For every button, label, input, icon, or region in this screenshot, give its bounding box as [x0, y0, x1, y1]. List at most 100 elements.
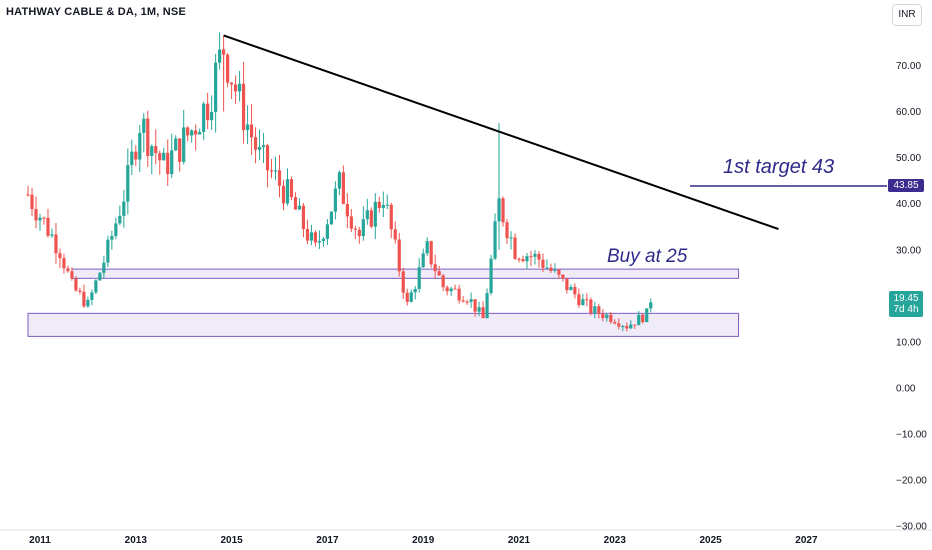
- zones: [27, 268, 740, 337]
- price-tick-label: 30.00: [896, 245, 921, 256]
- candle-body: [641, 314, 645, 323]
- target-annotation[interactable]: 1st target 43: [723, 156, 835, 178]
- candle-body: [633, 324, 637, 326]
- candle-body: [46, 217, 50, 236]
- candle-body: [130, 151, 134, 166]
- candle-body: [357, 229, 361, 237]
- candle-body: [445, 287, 449, 292]
- candle-body: [485, 293, 489, 319]
- candle-body: [134, 151, 138, 160]
- candle-body: [645, 308, 649, 323]
- candle-body: [341, 172, 345, 204]
- candle-body: [249, 124, 254, 138]
- candle-body: [533, 253, 537, 257]
- candle-body: [194, 130, 198, 135]
- candle-body: [509, 237, 513, 239]
- candle-body: [102, 262, 106, 273]
- candle-body: [597, 306, 601, 314]
- candle-body: [625, 326, 629, 329]
- candle-body: [86, 299, 90, 307]
- candle-body: [577, 294, 581, 306]
- candle-body: [42, 217, 46, 219]
- time-tick-label: 2017: [316, 535, 339, 546]
- candle-body: [78, 290, 82, 292]
- candle-body: [549, 267, 553, 271]
- candle-body: [277, 170, 282, 186]
- candle-body: [174, 138, 178, 151]
- candle-body: [429, 241, 433, 265]
- candle-body: [154, 146, 158, 154]
- candle-body: [421, 253, 425, 268]
- candle-body: [214, 62, 218, 113]
- candle-body: [317, 240, 322, 243]
- price-tick-label: −30.00: [896, 522, 927, 533]
- candle-body: [649, 302, 653, 309]
- candle-body: [94, 280, 98, 293]
- candle-body: [573, 286, 577, 295]
- candle-body: [469, 299, 473, 302]
- candle-body: [54, 234, 58, 254]
- candle-body: [561, 274, 565, 279]
- candle-body: [106, 239, 110, 263]
- candle-body: [541, 259, 545, 268]
- candle-body: [601, 313, 605, 319]
- candle-body: [233, 84, 238, 92]
- candle-body: [226, 54, 230, 83]
- candle-body: [142, 118, 146, 133]
- candle-body: [385, 204, 389, 206]
- candle-body: [202, 103, 206, 132]
- candle-body: [613, 321, 617, 324]
- candle-body: [465, 301, 469, 303]
- candle-body: [629, 324, 633, 329]
- candle-body: [50, 234, 54, 236]
- candle-body: [265, 145, 270, 171]
- price-tick-label: 40.00: [896, 199, 921, 210]
- candle-body: [605, 314, 609, 319]
- candle-body: [261, 145, 266, 148]
- buy-annotation[interactable]: Buy at 25: [607, 246, 688, 267]
- candle-body: [377, 201, 381, 209]
- candle-body: [66, 268, 70, 272]
- candle-body: [453, 288, 457, 290]
- candle-body: [110, 236, 114, 240]
- chart-title: HATHWAY CABLE & DA, 1M, NSE: [6, 6, 186, 18]
- candle-body: [122, 201, 126, 216]
- candle-body: [517, 258, 521, 260]
- candle-body: [361, 219, 365, 237]
- candle-body: [218, 49, 222, 63]
- candles: [26, 32, 653, 332]
- candle-body: [425, 241, 429, 254]
- candle-body: [305, 228, 310, 241]
- candle-body: [114, 223, 118, 237]
- candle-body: [293, 197, 298, 210]
- candle-body: [186, 127, 190, 136]
- candle-body: [373, 201, 377, 227]
- candle-body: [565, 278, 569, 291]
- candle-body: [441, 275, 445, 288]
- candle-body: [325, 224, 329, 239]
- candle-body: [138, 132, 142, 160]
- price-tick-label: 70.00: [896, 61, 921, 72]
- candle-body: [118, 215, 122, 224]
- buy-zone: [71, 268, 740, 279]
- candle-body: [505, 222, 509, 239]
- candle-body: [70, 271, 74, 279]
- trendline: [223, 34, 779, 230]
- candle-body: [166, 152, 170, 175]
- time-tick-label: 2021: [508, 535, 531, 546]
- candle-body: [521, 259, 525, 262]
- candle-body: [198, 131, 202, 135]
- candle-body: [637, 314, 641, 326]
- candle-body: [349, 216, 353, 229]
- time-tick-label: 2015: [220, 535, 243, 546]
- candle-body: [34, 209, 38, 221]
- candle-body: [162, 152, 166, 161]
- candle-body: [529, 256, 533, 258]
- currency-button[interactable]: INR: [892, 4, 922, 26]
- candle-body: [82, 291, 86, 307]
- price-tick-label: 60.00: [896, 107, 921, 118]
- time-tick-label: 2027: [795, 535, 818, 546]
- candle-body: [210, 112, 214, 121]
- candle-body: [337, 172, 341, 189]
